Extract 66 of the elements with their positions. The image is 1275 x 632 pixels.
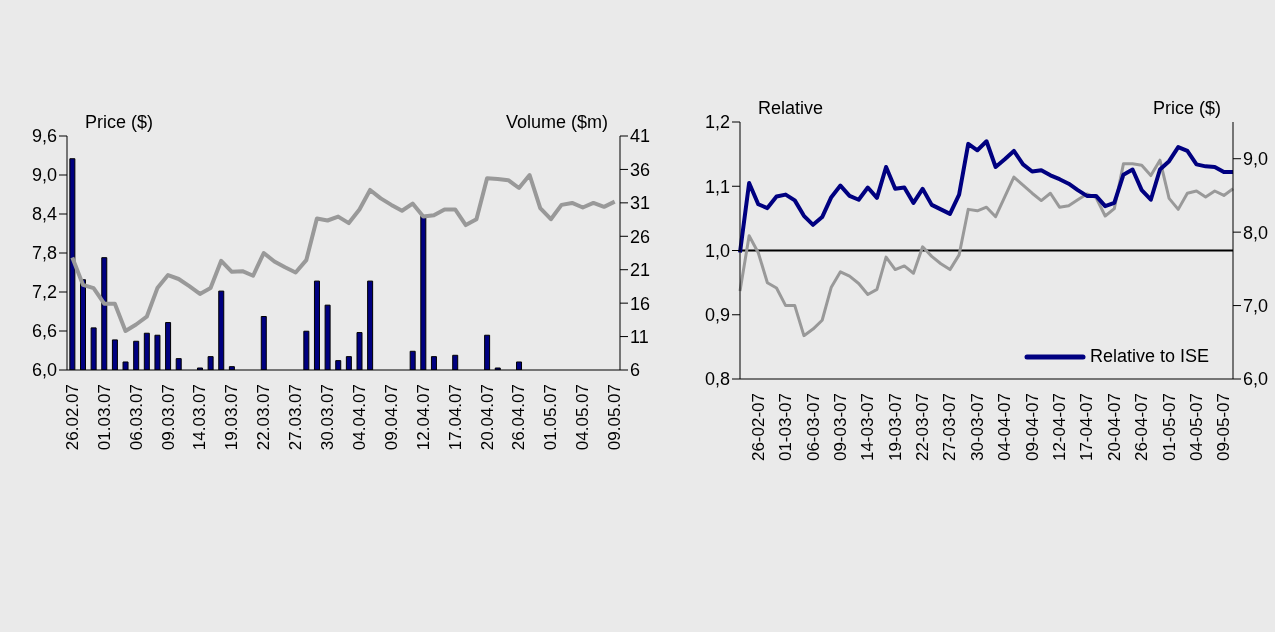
x-tick-label: 01.05.07 [541, 384, 561, 451]
y2-tick-label: 7,0 [1243, 295, 1269, 316]
x-tick-label: 27.03.07 [286, 384, 306, 451]
legend-label: Relative to ISE [1089, 346, 1209, 367]
x-tick-label: 09.05.07 [605, 384, 625, 451]
x-tick-label: 09.03.07 [158, 384, 178, 451]
y-tick-label: 6,0 [31, 360, 57, 381]
x-tick-label: 20-04-07 [1104, 393, 1124, 462]
y-tick-label: 1,2 [704, 112, 730, 133]
y2-tick-label: 21 [630, 260, 651, 281]
x-tick-label: 20.04.07 [477, 384, 497, 451]
y2-tick-label: 9,0 [1243, 149, 1269, 170]
x-tick-label: 14.03.07 [190, 384, 210, 451]
x-tick-label: 19-03-07 [885, 393, 905, 462]
x-tick-label: 26.04.07 [509, 384, 529, 451]
y2-tick-label: 8,0 [1243, 222, 1269, 243]
y2-tick-label: 36 [630, 159, 651, 180]
y2-tick-label: 26 [630, 226, 651, 247]
x-tick-label: 01.03.07 [94, 384, 114, 451]
y-tick-label: 7,8 [31, 243, 57, 264]
y-axis-title: Relative [758, 98, 824, 119]
y2-tick-label: 16 [630, 293, 651, 314]
x-tick-label: 17-04-07 [1077, 393, 1097, 462]
line-series [70, 173, 617, 333]
x-tick-label: 09-05-07 [1214, 393, 1234, 462]
y2-axis-title: Volume ($m) [505, 112, 608, 133]
x-tick-label: 26-04-07 [1132, 393, 1152, 462]
y2-tick-label: 6,0 [1243, 369, 1269, 390]
y-axis-title: Price ($) [85, 112, 154, 133]
y-tick-label: 9,6 [31, 126, 57, 147]
y2-axis-title: Price ($) [1152, 98, 1221, 119]
x-tick-label: 17.04.07 [445, 384, 465, 451]
x-tick-label: 30-03-07 [967, 393, 987, 462]
x-tick-label: 04.05.07 [573, 384, 593, 451]
y-tick-label: 0,9 [704, 305, 730, 326]
y-tick-label: 7,2 [31, 282, 57, 303]
y-tick-label: 1,1 [704, 176, 730, 197]
x-tick-label: 09-03-07 [830, 393, 850, 462]
x-tick-label: 26-02-07 [748, 393, 768, 462]
x-tick-label: 12-04-07 [1050, 393, 1070, 462]
x-tick-label: 04-04-07 [995, 393, 1015, 462]
x-tick-label: 04-05-07 [1186, 393, 1206, 462]
y-tick-label: 9,0 [31, 165, 57, 186]
x-tick-label: 04.04.07 [349, 384, 369, 451]
x-tick-label: 06.03.07 [126, 384, 146, 451]
x-tick-label: 14-03-07 [858, 393, 878, 462]
y-tick-label: 1,0 [704, 240, 730, 261]
x-tick-label: 09-04-07 [1022, 393, 1042, 462]
x-tick-label: 01-05-07 [1159, 393, 1179, 462]
y2-tick-label: 41 [630, 126, 651, 147]
y2-tick-label: 6 [630, 360, 641, 381]
y-tick-label: 8,4 [31, 204, 57, 225]
x-tick-label: 27-03-07 [940, 393, 960, 462]
x-tick-label: 30.03.07 [318, 384, 338, 451]
x-tick-label: 19.03.07 [222, 384, 242, 451]
x-tick-label: 09.04.07 [381, 384, 401, 451]
y2-tick-label: 31 [630, 193, 651, 214]
y-tick-label: 6,6 [31, 321, 57, 342]
x-tick-label: 26.02.07 [62, 384, 82, 451]
x-tick-label: 22.03.07 [254, 384, 274, 451]
x-tick-label: 12.04.07 [413, 384, 433, 451]
x-tick-label: 01-03-07 [776, 393, 796, 462]
x-tick-label: 22-03-07 [913, 393, 933, 462]
y-tick-label: 0,8 [704, 369, 730, 390]
x-tick-label: 06-03-07 [803, 393, 823, 462]
y2-tick-label: 11 [630, 326, 649, 347]
